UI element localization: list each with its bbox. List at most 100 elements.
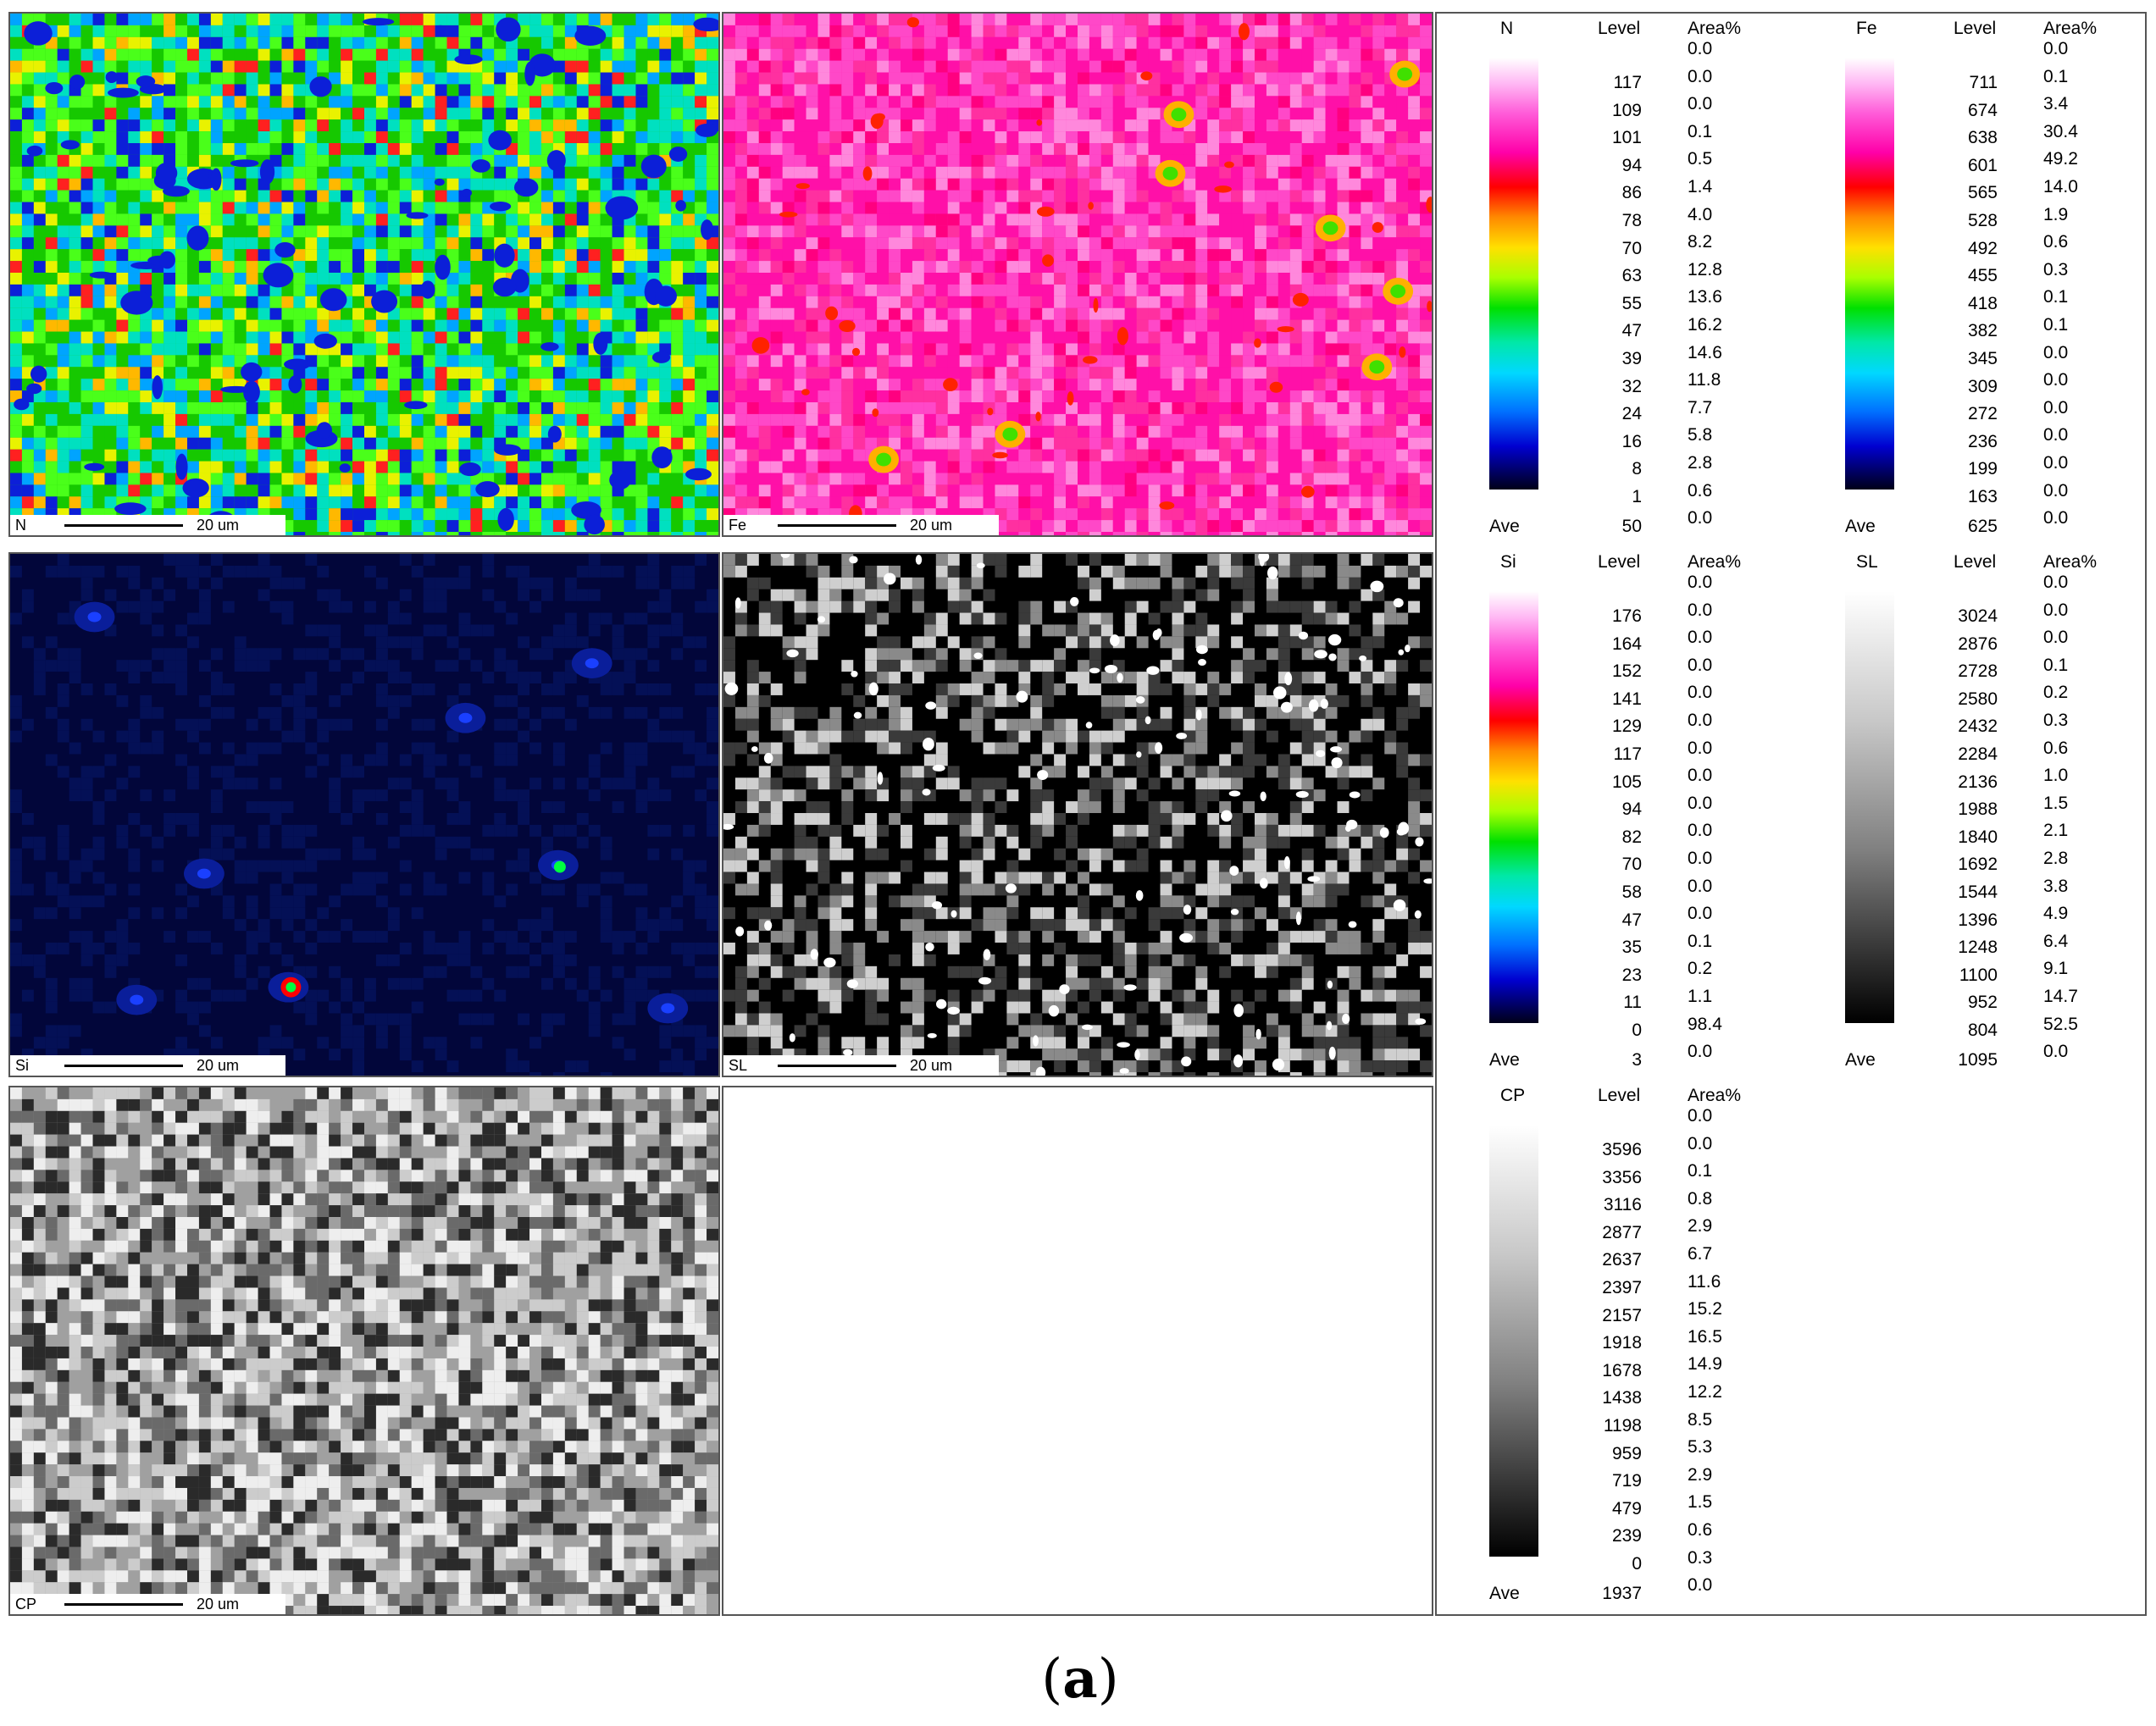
map-pixel — [782, 237, 795, 250]
map-pixel — [1054, 261, 1067, 274]
map-pixel — [806, 319, 818, 332]
map-pixel — [1160, 343, 1172, 356]
map-pixel — [1172, 402, 1184, 414]
map-pixel — [317, 36, 330, 49]
map-pixel — [80, 14, 93, 25]
map-pixel — [971, 48, 984, 61]
map-pixel — [246, 413, 258, 426]
map-pixel — [341, 213, 353, 226]
map-pixel — [375, 273, 388, 285]
map-pixel — [104, 425, 117, 438]
map-pixel — [782, 96, 795, 108]
map-pixel — [69, 202, 81, 214]
map-pixel — [104, 319, 117, 332]
map-pixel — [33, 449, 46, 462]
map-pixel — [69, 60, 81, 73]
map-pixel — [707, 307, 718, 320]
map-pixel — [1337, 202, 1350, 214]
map-pixel — [1136, 296, 1149, 308]
map-pixel — [222, 60, 235, 73]
map-pixel — [234, 131, 247, 144]
map-pixel — [364, 249, 376, 262]
map-pixel — [1207, 108, 1220, 120]
map-pixel — [518, 484, 530, 497]
map-pixel — [1361, 307, 1373, 320]
map-pixel — [222, 273, 235, 285]
map-pixel — [1266, 413, 1278, 426]
map-pixel — [624, 449, 636, 462]
map-pixel — [1219, 402, 1232, 414]
map-pixel — [659, 25, 672, 37]
map-pixel — [912, 402, 924, 414]
map-pixel — [1243, 343, 1255, 356]
map-pixel — [695, 496, 707, 509]
map-pixel — [506, 119, 518, 132]
map-pixel — [458, 213, 471, 226]
map-pixel — [140, 119, 152, 132]
map-pixel — [588, 437, 601, 450]
map-pixel — [187, 449, 199, 462]
map-pixel — [1372, 119, 1385, 132]
map-pixel — [865, 131, 878, 144]
map-pixel — [234, 14, 247, 25]
map-pixel — [57, 131, 69, 144]
map-pixel — [865, 25, 878, 37]
map-pixel — [865, 143, 878, 155]
map-pixel — [33, 48, 46, 61]
map-pixel — [971, 307, 984, 320]
map-pixel — [841, 119, 854, 132]
map-pixel — [399, 84, 412, 97]
map-pixel — [1207, 307, 1220, 320]
map-pixel — [1006, 319, 1019, 332]
map-pixel — [399, 461, 412, 473]
map-pixel — [782, 36, 795, 49]
map-pixel — [659, 307, 672, 320]
map-pixel — [352, 166, 364, 179]
map-pixel — [222, 178, 235, 191]
map-pixel — [80, 178, 93, 191]
map-pixel — [1243, 72, 1255, 85]
map-pixel — [198, 367, 211, 379]
map-pixel — [1172, 213, 1184, 226]
map-pixel — [971, 225, 984, 238]
map-pixel — [329, 60, 341, 73]
map-pixel — [829, 379, 842, 391]
map-pixel — [1006, 143, 1019, 155]
map-pixel — [341, 25, 353, 37]
map-pixel — [352, 343, 364, 356]
map-pixel — [446, 532, 459, 535]
map-pixel — [128, 249, 141, 262]
map-pixel — [92, 48, 105, 61]
map-pixel — [1112, 379, 1125, 391]
map-pixel — [635, 84, 648, 97]
map-pixel — [1372, 48, 1385, 61]
map-blob — [175, 453, 188, 480]
map-pixel — [329, 461, 341, 473]
map-pixel — [458, 425, 471, 438]
map-pixel — [45, 437, 58, 450]
map-pixel — [877, 96, 890, 108]
map-pixel — [21, 108, 34, 120]
map-pixel — [375, 143, 388, 155]
map-pixel — [770, 25, 783, 37]
map-pixel — [1337, 143, 1350, 155]
map-pixel — [947, 36, 960, 49]
map-pixel — [293, 154, 306, 167]
map-pixel — [329, 14, 341, 25]
map-pixel — [210, 284, 223, 296]
map-pixel — [482, 213, 495, 226]
map-pixel — [624, 307, 636, 320]
map-pixel — [21, 319, 34, 332]
map-pixel — [1396, 131, 1409, 144]
map-pixel — [1243, 425, 1255, 438]
map-pixel — [1243, 213, 1255, 226]
map-pixel — [746, 237, 759, 250]
map-pixel — [222, 355, 235, 368]
map-pixel — [33, 190, 46, 202]
map-pixel — [647, 390, 660, 403]
map-pixel — [399, 225, 412, 238]
map-pixel — [375, 96, 388, 108]
map-pixel — [552, 249, 565, 262]
map-pixel — [995, 178, 1007, 191]
map-pixel — [1278, 14, 1290, 25]
